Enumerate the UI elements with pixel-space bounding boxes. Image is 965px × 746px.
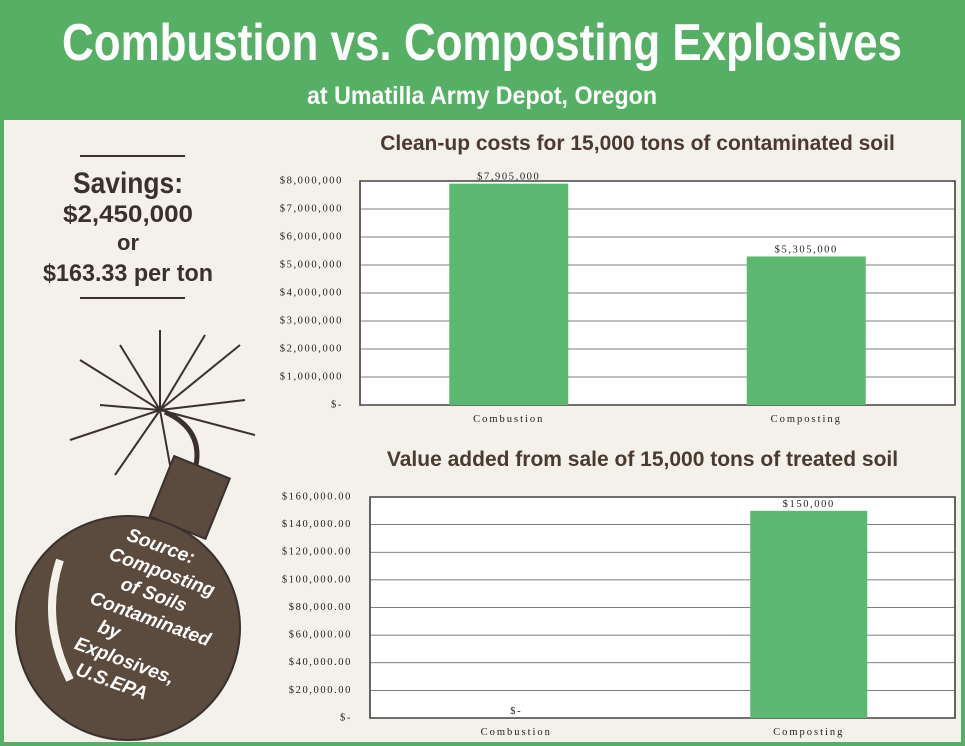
y-tick-label: $100,000.00	[282, 574, 352, 585]
frame	[0, 116, 965, 746]
savings-heading: Savings:	[73, 167, 183, 200]
highlight	[48, 558, 74, 682]
y-tick-label: $8,000,000	[280, 175, 343, 186]
y-tick-label: $3,000,000	[280, 315, 343, 326]
sparks	[69, 330, 256, 476]
y-tick-label: $1,000,000	[280, 371, 343, 382]
bomb	[15, 330, 256, 741]
y-tick-label: $160,000.00	[282, 491, 352, 502]
savings-or: or	[117, 230, 139, 255]
bar	[746, 256, 866, 405]
savings-per-ton: $163.33 per ton	[43, 260, 213, 287]
fuse	[163, 409, 200, 471]
x-tick-label: Combustion	[481, 727, 552, 738]
x-tick-label: Composting	[771, 414, 842, 425]
y-tick-label: $20,000.00	[289, 685, 352, 696]
y-tick-label: $120,000.00	[282, 547, 352, 558]
y-tick-label: $-	[340, 712, 352, 723]
chart-title: Clean-up costs for 15,000 tons of contam…	[380, 132, 895, 155]
header-band	[0, 0, 965, 118]
y-tick-label: $40,000.00	[289, 657, 352, 668]
data-label: $5,305,000	[775, 244, 838, 255]
x-tick-label: Composting	[773, 727, 844, 738]
y-tick-label: $6,000,000	[280, 231, 343, 242]
y-tick-label: $80,000.00	[289, 602, 352, 613]
y-tick-label: $-	[331, 399, 343, 410]
x-tick-label: Combustion	[473, 414, 544, 425]
bomb-body	[15, 515, 241, 741]
y-tick-label: $2,000,000	[280, 343, 343, 354]
chart-title: Value added from sale of 15,000 tons of …	[387, 448, 898, 471]
data-label: $-	[510, 706, 522, 717]
data-label: $150,000	[783, 499, 835, 510]
data-label: $7,905,000	[477, 172, 540, 183]
y-tick-label: $7,000,000	[280, 203, 343, 214]
y-tick-label: $140,000.00	[282, 519, 352, 530]
savings-amount: $2,450,000	[63, 201, 193, 228]
y-tick-label: $4,000,000	[280, 287, 343, 298]
bar	[750, 510, 868, 718]
bar	[449, 183, 569, 405]
y-tick-label: $60,000.00	[289, 630, 352, 641]
y-tick-label: $5,000,000	[280, 259, 343, 270]
subtitle: at Umatilla Army Depot, Oregon	[307, 82, 657, 110]
title: Combustion vs. Composting Explosives	[62, 14, 902, 72]
